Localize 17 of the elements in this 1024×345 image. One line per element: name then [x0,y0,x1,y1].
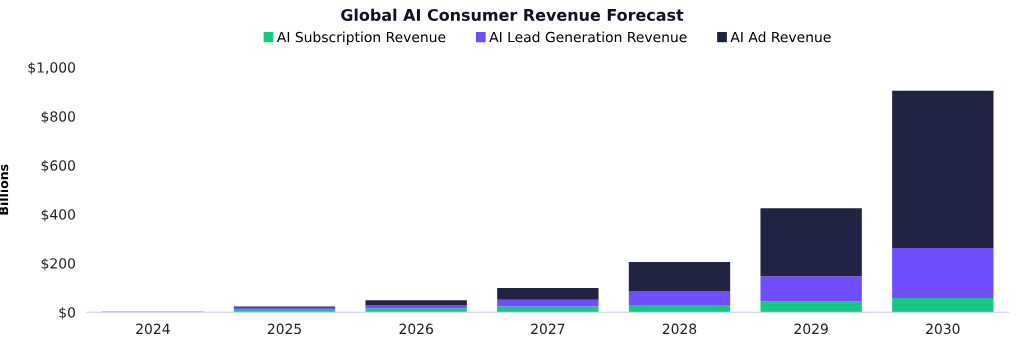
y-tick-label: $1,000 [28,62,76,75]
x-tick-label: 2026 [399,323,433,335]
x-tick-label: 2028 [662,323,697,335]
y-tick-label: $200 [41,257,76,271]
x-tick-label: 2030 [926,323,960,335]
y-tick-label: $400 [41,208,76,222]
y-tick-label: $600 [41,159,76,173]
x-tick-label: 2029 [794,323,828,335]
x-tick-label: 2025 [267,323,301,335]
x-tick-label: 2024 [136,323,170,335]
legend-label: AI Lead Generation Revenue [489,31,687,43]
y-tick-label: $800 [41,110,76,124]
legend-label: AI Ad Revenue [730,31,831,43]
chart-title: Global AI Consumer Revenue Forecast [341,8,684,21]
y-tick-label: $0 [59,306,76,320]
x-tick-label: 2027 [531,323,565,335]
legend-label: AI Subscription Revenue [276,31,446,45]
